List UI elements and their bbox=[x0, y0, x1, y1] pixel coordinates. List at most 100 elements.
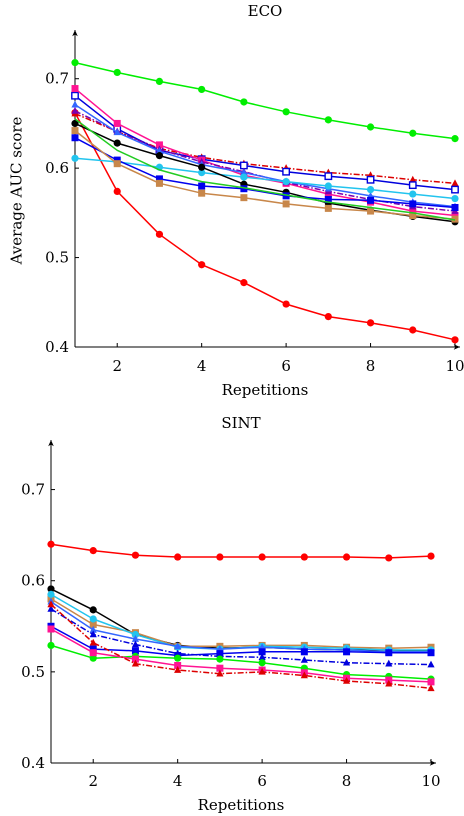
series-line bbox=[74, 95, 456, 191]
data-point bbox=[451, 203, 459, 211]
data-point bbox=[155, 230, 164, 238]
x-tick-label: 4 bbox=[197, 357, 207, 375]
data-point bbox=[113, 160, 121, 168]
data-point bbox=[47, 604, 55, 612]
data-point bbox=[155, 152, 164, 160]
data-point bbox=[131, 635, 140, 642]
data-point bbox=[451, 212, 459, 220]
data-point bbox=[131, 655, 139, 663]
data-point bbox=[240, 194, 248, 202]
data-point bbox=[89, 620, 97, 628]
data-point bbox=[409, 190, 417, 198]
data-point bbox=[451, 215, 459, 223]
series-1 bbox=[47, 585, 435, 655]
series-line bbox=[74, 157, 456, 200]
data-point bbox=[240, 279, 248, 287]
data-point bbox=[155, 179, 163, 187]
data-point bbox=[451, 336, 459, 344]
data-point bbox=[174, 553, 182, 561]
data-point bbox=[451, 135, 459, 143]
data-point bbox=[113, 139, 121, 147]
data-point bbox=[282, 167, 291, 176]
y-tick-label: 0.5 bbox=[21, 663, 45, 681]
eco-chart: ECO 2 4 6 8 10 0.4 0.5 0.6 0.7 Repetitions Average … bbox=[7, 2, 464, 399]
series-line bbox=[50, 601, 431, 653]
data-point bbox=[198, 169, 206, 177]
series-5 bbox=[71, 106, 459, 214]
y-tick-label: 0.7 bbox=[45, 70, 69, 88]
data-point bbox=[300, 553, 308, 561]
series-line bbox=[50, 608, 432, 666]
series-4 bbox=[71, 85, 459, 220]
data-point bbox=[282, 200, 290, 208]
data-point bbox=[451, 179, 459, 187]
series-line bbox=[74, 118, 456, 221]
data-point bbox=[71, 119, 79, 128]
data-point bbox=[89, 630, 97, 638]
data-point bbox=[300, 671, 308, 679]
data-point bbox=[47, 600, 55, 608]
data-point bbox=[216, 553, 224, 561]
series-line bbox=[50, 644, 432, 680]
x-tick-label: 2 bbox=[88, 772, 98, 790]
series-5 bbox=[47, 622, 435, 659]
data-point bbox=[282, 192, 290, 200]
data-point bbox=[240, 185, 248, 193]
data-point bbox=[71, 100, 79, 108]
data-point bbox=[385, 554, 393, 562]
series-line bbox=[74, 103, 456, 208]
data-point bbox=[47, 585, 55, 593]
x-tick-label: 8 bbox=[366, 357, 376, 375]
series-0 bbox=[71, 59, 459, 143]
y-axis-label: Average AUC score bbox=[7, 116, 25, 265]
series-line bbox=[50, 628, 432, 683]
data-point bbox=[324, 312, 332, 321]
x-tick-label: 10 bbox=[421, 772, 440, 790]
data-point bbox=[343, 648, 351, 656]
data-point bbox=[385, 679, 393, 687]
series-0 bbox=[47, 540, 435, 562]
data-point bbox=[366, 319, 375, 327]
data-point bbox=[47, 540, 55, 548]
data-point bbox=[300, 656, 308, 663]
data-point bbox=[385, 659, 393, 667]
data-point bbox=[409, 175, 417, 183]
data-point bbox=[367, 196, 375, 204]
sint-chart: SINT 2 4 6 8 10 0.4 0.5 0.6 0.7 Repetitions bbox=[21, 414, 440, 814]
x-tick-label: 6 bbox=[281, 357, 291, 375]
y-tick-label: 0.5 bbox=[45, 249, 69, 267]
data-point bbox=[113, 128, 121, 136]
data-point bbox=[282, 177, 290, 186]
series-3 bbox=[47, 590, 435, 654]
data-point bbox=[324, 204, 332, 212]
x-tick-label: 6 bbox=[257, 772, 267, 790]
x-tick-label: 4 bbox=[173, 772, 183, 790]
data-point bbox=[342, 553, 351, 561]
data-point bbox=[427, 649, 435, 657]
data-point bbox=[427, 678, 435, 686]
series-6 bbox=[47, 604, 435, 668]
data-point bbox=[198, 85, 206, 94]
data-point bbox=[366, 186, 375, 194]
series-2 bbox=[71, 109, 459, 187]
data-point bbox=[89, 654, 97, 662]
data-point bbox=[342, 658, 351, 666]
series-line bbox=[50, 625, 431, 657]
data-point bbox=[258, 648, 266, 656]
data-point bbox=[131, 630, 140, 639]
series-line bbox=[50, 543, 432, 559]
data-point bbox=[71, 154, 79, 162]
data-point bbox=[71, 59, 79, 67]
data-point bbox=[47, 625, 55, 633]
data-point bbox=[71, 106, 79, 114]
data-point bbox=[367, 207, 375, 215]
series-9 bbox=[47, 600, 435, 692]
series-line bbox=[74, 112, 456, 341]
data-point bbox=[89, 615, 97, 623]
data-point bbox=[89, 638, 97, 646]
y-tick-label: 0.4 bbox=[45, 338, 69, 356]
data-point bbox=[240, 168, 248, 176]
x-axis-label: Repetitions bbox=[198, 796, 285, 814]
data-point bbox=[409, 212, 417, 220]
data-point bbox=[89, 547, 97, 555]
